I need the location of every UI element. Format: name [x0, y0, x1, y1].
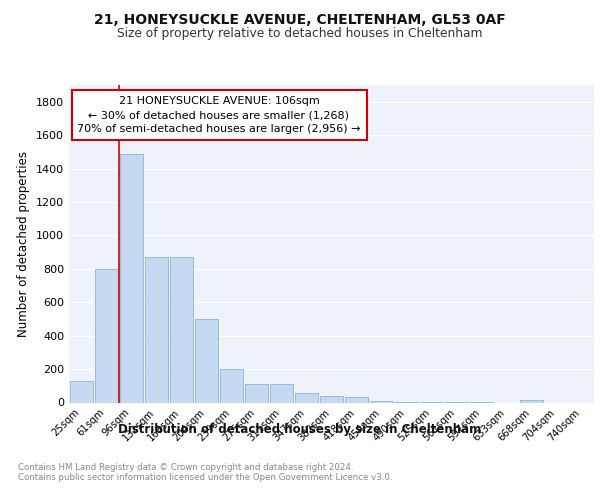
Bar — [295, 394, 319, 402]
Text: Contains HM Land Registry data © Crown copyright and database right 2024.
Contai: Contains HM Land Registry data © Crown c… — [18, 462, 392, 482]
Text: 21 HONEYSUCKLE AVENUE: 106sqm
← 30% of detached houses are smaller (1,268)
70% o: 21 HONEYSUCKLE AVENUE: 106sqm ← 30% of d… — [77, 96, 361, 134]
Bar — [320, 396, 343, 402]
Bar — [145, 257, 169, 402]
Bar — [194, 319, 218, 402]
Text: Size of property relative to detached houses in Cheltenham: Size of property relative to detached ho… — [117, 28, 483, 40]
Bar — [520, 400, 544, 402]
Bar — [170, 257, 193, 402]
Bar — [269, 384, 293, 402]
Bar — [370, 401, 394, 402]
Text: Distribution of detached houses by size in Cheltenham: Distribution of detached houses by size … — [118, 422, 482, 436]
Bar — [71, 90, 367, 140]
Bar — [220, 369, 244, 402]
Y-axis label: Number of detached properties: Number of detached properties — [17, 151, 31, 337]
Bar — [119, 154, 143, 402]
Bar — [70, 381, 94, 402]
Bar — [344, 398, 368, 402]
Bar — [245, 384, 268, 402]
Text: 21, HONEYSUCKLE AVENUE, CHELTENHAM, GL53 0AF: 21, HONEYSUCKLE AVENUE, CHELTENHAM, GL53… — [94, 12, 506, 26]
Bar — [95, 269, 118, 402]
